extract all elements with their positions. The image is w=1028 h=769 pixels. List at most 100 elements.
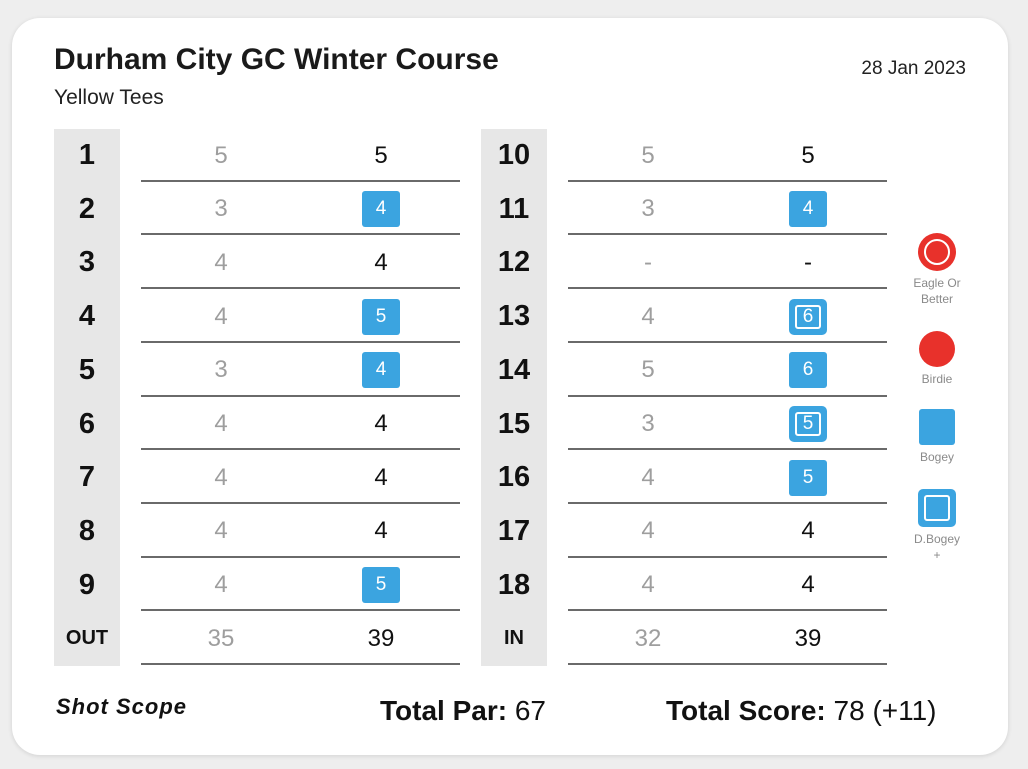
hole-score: - (768, 236, 848, 289)
hole-score-value: - (804, 248, 812, 276)
hole-number: 3 (78, 246, 96, 279)
hole-number: 4 (78, 300, 96, 333)
birdie-icon (919, 331, 955, 367)
double-bogey-marker: 5 (789, 406, 827, 442)
row-divider (568, 394, 887, 397)
hole-par: 4 (214, 571, 228, 599)
legend-label: D.Bogey + (914, 531, 960, 563)
row-divider (568, 340, 887, 343)
out-total-label: OUT (65, 627, 109, 650)
row-divider (568, 555, 887, 558)
hole-score-value: 6 (802, 305, 814, 327)
out-total-score: 39 (341, 612, 421, 665)
hole-score: 5 (341, 559, 421, 612)
hole-par: 5 (214, 141, 228, 169)
in-total-score: 39 (768, 612, 848, 665)
hole-par: 4 (641, 517, 655, 545)
row-divider (141, 394, 460, 397)
tee-label: Yellow Tees (54, 86, 164, 109)
hole-par: 4 (641, 571, 655, 599)
hole-score: 4 (341, 398, 421, 451)
legend-label-line: Better (920, 292, 953, 306)
in-total-par: 32 (634, 624, 662, 652)
hole-par: - (644, 248, 652, 276)
total-par: Total Par: 67 (380, 695, 546, 727)
hole-par: 3 (641, 410, 655, 437)
hole-number: 12 (497, 246, 531, 279)
hole-score: 4 (768, 559, 848, 612)
hole-score: 4 (341, 236, 421, 289)
legend-label: Eagle Or Better (913, 275, 960, 307)
hole-par: 4 (214, 463, 228, 491)
legend-eagle: Eagle Or Better (902, 233, 972, 307)
row-divider (141, 448, 460, 451)
row-divider (568, 233, 887, 236)
hole-par: 3 (641, 195, 655, 223)
hole-score: 4 (341, 183, 421, 236)
hole-score: 5 (768, 451, 848, 504)
row-divider (141, 609, 460, 612)
hole-par: 4 (214, 302, 228, 330)
hole-score: 4 (768, 505, 848, 558)
hole-score-value: 5 (375, 574, 387, 596)
legend-bogey: Bogey (902, 409, 972, 465)
hole-par: 4 (214, 248, 228, 276)
hole-score: 5 (768, 129, 848, 182)
hole-number: 11 (498, 192, 530, 225)
hole-score-value: 5 (801, 141, 815, 169)
hole-par: 5 (641, 141, 655, 169)
legend-label: Birdie (922, 371, 953, 387)
total-score-number: 39 (794, 624, 822, 652)
hole-par: 4 (641, 463, 655, 491)
hole-score: 6 (768, 344, 848, 397)
in-total-label: IN (504, 627, 524, 650)
hole-score: 4 (341, 451, 421, 504)
row-divider (141, 340, 460, 343)
hole-score-value: 4 (375, 198, 387, 220)
legend-label-line: Bogey (919, 450, 955, 464)
hole-score: 5 (341, 129, 421, 182)
hole-number: 5 (78, 353, 96, 386)
hole-score: 5 (768, 398, 848, 451)
row-divider (568, 179, 887, 182)
bogey-marker: 5 (362, 567, 400, 604)
hole-score-value: 4 (374, 248, 388, 276)
total-par-label: Total Par: (380, 695, 508, 726)
bogey-marker: 4 (789, 191, 827, 228)
hole-par: 4 (214, 517, 228, 545)
hole-score-value: 5 (802, 413, 814, 434)
hole-number: 2 (78, 192, 96, 225)
hole-score-value: 4 (801, 517, 815, 545)
legend-birdie: Birdie (902, 331, 972, 387)
double-bogey-marker: 6 (789, 298, 827, 335)
row-divider (568, 501, 887, 504)
total-par-value: 67 (514, 695, 546, 726)
row-divider (141, 555, 460, 558)
hole-score-value: 4 (374, 517, 388, 545)
row-divider (141, 287, 460, 290)
row-divider (568, 663, 887, 665)
total-score-value: 78 (+11) (833, 695, 937, 726)
hole-number: 18 (497, 568, 531, 601)
out-total-par: 35 (207, 624, 235, 652)
hole-score-value: 4 (801, 571, 815, 599)
bogey-marker: 4 (362, 352, 400, 389)
back_nine-hole-column (481, 129, 547, 666)
double-bogey-icon (918, 489, 956, 527)
hole-par: 3 (214, 195, 228, 223)
hole-number: 7 (78, 461, 96, 494)
hole-number: 10 (497, 139, 531, 171)
hole-score: 4 (768, 183, 848, 236)
total-score: Total Score: 78 (+11) (666, 695, 937, 727)
legend-label-line: Eagle Or (913, 276, 961, 290)
row-divider (141, 501, 460, 504)
hole-number: 1 (78, 139, 96, 171)
hole-number: 17 (497, 514, 531, 547)
eagle-icon (918, 233, 956, 271)
legend-label-line: Birdie (921, 372, 953, 386)
hole-score: 6 (768, 290, 848, 343)
hole-par: 3 (214, 356, 228, 384)
legend-double-bogey: D.Bogey + (902, 489, 972, 563)
shot-scope-logo: Shot Scope (56, 694, 188, 719)
total-score-label: Total Score: (666, 695, 826, 726)
